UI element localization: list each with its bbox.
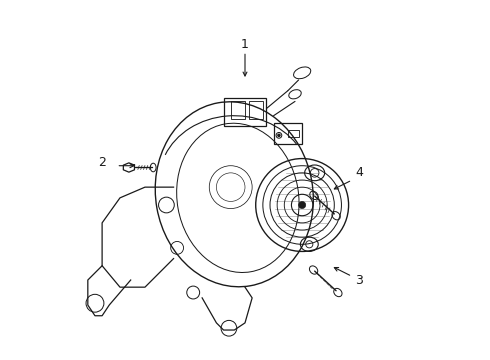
- Text: 1: 1: [241, 38, 249, 51]
- Bar: [223, 98, 267, 126]
- Circle shape: [277, 134, 281, 137]
- Bar: [248, 102, 263, 119]
- Text: 3: 3: [355, 274, 363, 287]
- Circle shape: [276, 132, 282, 138]
- Bar: [288, 130, 298, 137]
- Bar: [231, 102, 245, 119]
- Bar: [273, 123, 302, 144]
- Text: 4: 4: [355, 166, 363, 179]
- Text: 2: 2: [98, 156, 106, 168]
- Circle shape: [298, 202, 306, 208]
